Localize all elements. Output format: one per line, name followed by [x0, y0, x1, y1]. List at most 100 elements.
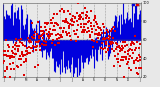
Point [54, 30, 57, 31]
Point [73, 33, 76, 34]
Point [3, 61, 6, 62]
Point [44, 22, 46, 24]
Point [88, 20, 91, 22]
Point [59, 27, 61, 28]
Point [130, 70, 132, 71]
Point [64, 18, 67, 19]
Point [29, 41, 32, 42]
Point [32, 37, 34, 39]
Point [76, 13, 78, 14]
Point [78, 17, 81, 19]
Point [133, 35, 136, 36]
Point [45, 22, 48, 24]
Point [34, 46, 37, 48]
Point [96, 23, 98, 24]
Point [10, 56, 13, 57]
Point [115, 58, 118, 60]
Point [29, 41, 32, 42]
Point [118, 45, 120, 47]
Point [127, 67, 130, 69]
Point [100, 30, 102, 31]
Point [43, 45, 46, 46]
Point [46, 24, 48, 25]
Point [111, 29, 114, 30]
Point [68, 27, 71, 28]
Point [8, 46, 10, 48]
Point [2, 55, 5, 56]
Point [34, 49, 37, 51]
Point [42, 33, 44, 35]
Point [113, 26, 115, 28]
Point [83, 31, 85, 33]
Point [58, 10, 61, 11]
Point [80, 17, 82, 18]
Point [12, 47, 14, 48]
Point [133, 44, 136, 45]
Point [20, 64, 23, 66]
Point [31, 50, 34, 52]
Point [95, 29, 97, 30]
Point [136, 73, 139, 74]
Point [109, 36, 112, 37]
Point [28, 40, 30, 42]
Point [22, 74, 25, 76]
Point [92, 46, 94, 47]
Point [37, 41, 40, 43]
Point [55, 38, 58, 40]
Point [19, 38, 22, 40]
Point [57, 42, 60, 43]
Point [37, 65, 39, 66]
Point [75, 40, 77, 42]
Point [133, 63, 135, 64]
Point [63, 28, 66, 29]
Point [94, 16, 97, 17]
Point [4, 50, 6, 51]
Point [64, 21, 66, 22]
Point [50, 22, 52, 24]
Point [135, 60, 137, 61]
Point [116, 46, 119, 47]
Point [25, 51, 27, 52]
Point [130, 45, 133, 46]
Point [7, 55, 9, 57]
Point [40, 26, 42, 28]
Point [118, 46, 120, 47]
Point [36, 21, 39, 23]
Point [82, 18, 84, 20]
Point [53, 13, 56, 15]
Point [104, 32, 106, 34]
Point [13, 44, 16, 46]
Point [56, 24, 59, 25]
Point [83, 26, 86, 27]
Point [38, 41, 41, 42]
Point [97, 37, 99, 38]
Point [125, 58, 127, 59]
Point [3, 51, 5, 52]
Point [81, 31, 84, 32]
Point [102, 39, 105, 40]
Point [103, 39, 106, 40]
Point [126, 45, 128, 46]
Point [47, 22, 49, 24]
Point [82, 13, 85, 14]
Point [101, 42, 103, 44]
Point [126, 63, 128, 65]
Point [18, 45, 21, 46]
Point [107, 45, 110, 46]
Point [28, 52, 31, 54]
Point [39, 30, 42, 31]
Point [101, 32, 104, 34]
Point [9, 64, 11, 65]
Point [85, 31, 88, 32]
Point [49, 28, 51, 30]
Point [45, 29, 47, 30]
Point [61, 8, 64, 10]
Point [53, 25, 55, 27]
Point [6, 66, 8, 68]
Point [90, 31, 93, 33]
Point [75, 20, 78, 21]
Point [70, 24, 73, 25]
Point [78, 19, 80, 20]
Point [36, 33, 39, 34]
Point [28, 41, 31, 42]
